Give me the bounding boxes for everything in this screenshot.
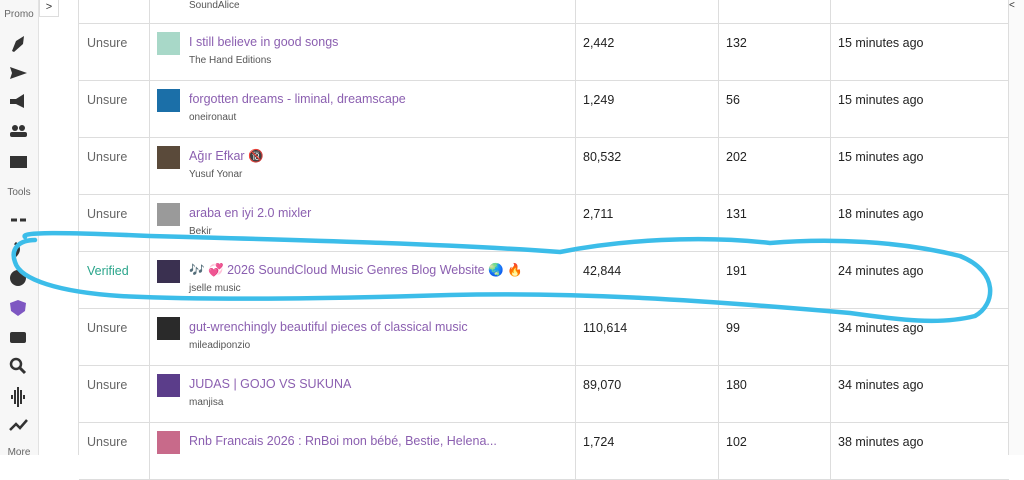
icon-shield[interactable] <box>10 300 26 316</box>
time: 15 minutes ago <box>838 36 924 50</box>
author[interactable]: manjisa <box>189 397 224 408</box>
time: 34 minutes ago <box>838 321 924 335</box>
status: Unsure <box>79 365 150 422</box>
track-cell: Rnb Francais 2026 : RnBoi mon bébé, Best… <box>150 422 576 479</box>
thumbnail[interactable] <box>157 203 180 226</box>
track-title[interactable]: gut-wrenchingly beautiful pieces of clas… <box>189 320 468 334</box>
track-title[interactable]: Rnb Francais 2026 : RnBoi mon bébé, Best… <box>189 434 497 448</box>
cell <box>831 0 1009 23</box>
author[interactable]: Yusuf Yonar <box>189 169 243 180</box>
plays: 80,532 <box>576 137 719 194</box>
thumbnail[interactable] <box>157 32 180 55</box>
table-row[interactable]: Unsure JUDAS | GOJO VS SUKUNA manjisa 89,07… <box>79 365 1009 423</box>
icon-trending[interactable] <box>9 419 28 431</box>
sidebar: Promo Tools More <box>0 0 39 458</box>
table-row[interactable]: Unsure I still believe in good songs The H… <box>79 23 1009 81</box>
plays: 1,724 <box>576 422 719 479</box>
thumbnail[interactable] <box>157 431 180 454</box>
tracks-table: SoundAlice Unsure I still believe in good… <box>78 0 1009 480</box>
icon-people[interactable] <box>12 125 18 131</box>
track-title[interactable]: JUDAS | GOJO VS SUKUNA <box>189 377 352 391</box>
time: 15 minutes ago <box>838 150 924 164</box>
right-panel-toggle[interactable]: < <box>1008 0 1024 455</box>
status: Unsure <box>79 308 150 365</box>
author[interactable]: jselle music <box>189 283 241 294</box>
section-label: Promo <box>4 9 34 20</box>
likes: 180 <box>719 365 831 422</box>
cell <box>719 0 831 23</box>
icon-search[interactable] <box>9 357 23 371</box>
likes: 102 <box>719 422 831 479</box>
track-title[interactable]: Ağır Efkar 🔞 <box>189 149 264 163</box>
status: Verified <box>79 251 150 308</box>
table-row[interactable]: Unsure araba en iyi 2.0 mixler Bekir 2,711 1… <box>79 194 1009 252</box>
icon-audio[interactable] <box>11 387 25 407</box>
icon-rocket[interactable] <box>12 36 24 52</box>
table-row[interactable]: Verified 🎶 💞 2026 SoundCloud Music Genres… <box>79 251 1009 309</box>
status: Unsure <box>79 422 150 479</box>
table-row[interactable]: Unsure Ağır Efkar 🔞 Yusuf Yonar 80,532 202 15… <box>79 137 1009 195</box>
table-row[interactable]: Unsure gut-wrenchingly beautiful pieces o… <box>79 308 1009 366</box>
time: 24 minutes ago <box>838 264 924 278</box>
icon-megaphone[interactable] <box>10 94 24 108</box>
plays: 110,614 <box>576 308 719 365</box>
plays: 2,711 <box>576 194 719 251</box>
thumbnail[interactable] <box>157 374 180 397</box>
sidebar-icons <box>9 36 28 431</box>
author[interactable]: Bekir <box>189 226 212 237</box>
likes: 202 <box>719 137 831 194</box>
time: 15 minutes ago <box>838 93 924 107</box>
thumbnail[interactable] <box>157 146 180 169</box>
icon-wave[interactable] <box>13 241 20 258</box>
author[interactable]: oneironaut <box>189 112 237 123</box>
track-cell: JUDAS | GOJO VS SUKUNA manjisa <box>150 365 576 422</box>
track-cell: araba en iyi 2.0 mixler Bekir <box>150 194 576 251</box>
track-title[interactable]: 🎶 💞 2026 SoundCloud Music Genres Blog We… <box>189 263 523 277</box>
icon-account[interactable] <box>10 270 26 286</box>
icon-store[interactable] <box>10 156 27 168</box>
thumbnail[interactable] <box>157 260 180 283</box>
section-label: Tools <box>7 187 31 198</box>
plays: 89,070 <box>576 365 719 422</box>
likes: 56 <box>719 80 831 137</box>
time: 34 minutes ago <box>838 378 924 392</box>
track-cell: Ağır Efkar 🔞 Yusuf Yonar <box>150 137 576 194</box>
plays: 1,249 <box>576 80 719 137</box>
status: Unsure <box>79 137 150 194</box>
icon-robot[interactable] <box>10 332 26 343</box>
status: Unsure <box>79 23 150 80</box>
section-label: More <box>7 447 31 458</box>
time: 38 minutes ago <box>838 435 924 449</box>
cell <box>79 0 150 23</box>
time: 18 minutes ago <box>838 207 924 221</box>
likes: 99 <box>719 308 831 365</box>
track-title[interactable]: forgotten dreams - liminal, dreamscape <box>189 92 406 106</box>
track-cell: gut-wrenchingly beautiful pieces of clas… <box>150 308 576 365</box>
track-cell: I still believe in good songs The Hand Ed… <box>150 23 576 80</box>
author[interactable]: The Hand Editions <box>189 55 272 66</box>
table-row: SoundAlice <box>79 0 1009 24</box>
thumbnail[interactable] <box>157 317 180 340</box>
table-row[interactable]: Unsure forgotten dreams - liminal, dreams… <box>79 80 1009 138</box>
cell <box>576 0 719 23</box>
track-cell: 🎶 💞 2026 SoundCloud Music Genres Blog We… <box>150 251 576 308</box>
sidebar-toggle[interactable]: > <box>39 0 59 17</box>
likes: 191 <box>719 251 831 308</box>
likes: 132 <box>719 23 831 80</box>
table-row[interactable]: Unsure Rnb Francais 2026 : RnBoi mon bébé… <box>79 422 1009 480</box>
track-title[interactable]: araba en iyi 2.0 mixler <box>189 206 312 220</box>
plays: 2,442 <box>576 23 719 80</box>
status: Unsure <box>79 194 150 251</box>
status: Unsure <box>79 80 150 137</box>
author[interactable]: mileadiponzio <box>189 340 251 351</box>
author[interactable]: SoundAlice <box>189 0 240 11</box>
icon-send[interactable] <box>10 67 27 79</box>
likes: 131 <box>719 194 831 251</box>
thumbnail[interactable] <box>157 89 180 112</box>
plays: 42,844 <box>576 251 719 308</box>
track-cell: forgotten dreams - liminal, dreamscape on… <box>150 80 576 137</box>
cell: SoundAlice <box>150 0 576 23</box>
track-title[interactable]: I still believe in good songs <box>189 35 339 49</box>
